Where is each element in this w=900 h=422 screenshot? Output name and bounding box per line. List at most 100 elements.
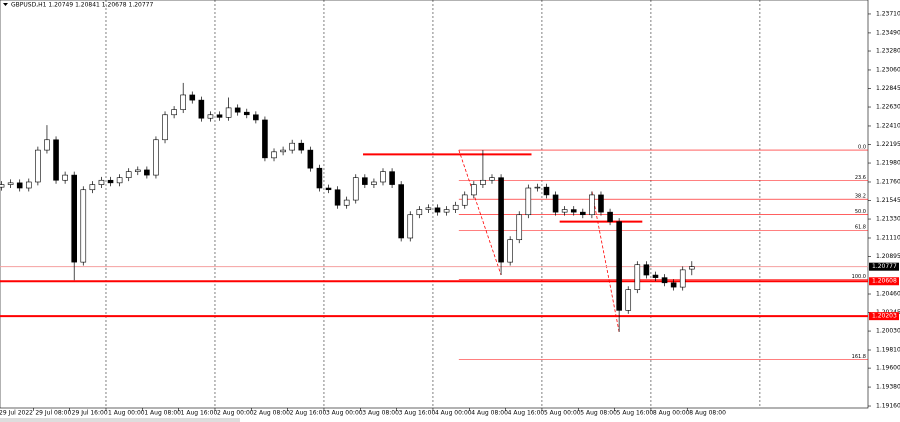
- candle-body: [207, 114, 214, 119]
- candle-body: [416, 209, 423, 216]
- x-tick-label: 2 Aug 08:00: [253, 410, 290, 417]
- price-tag-label: 1.20777: [872, 263, 897, 270]
- candle-body: [225, 107, 232, 118]
- candle-body: [643, 264, 650, 276]
- y-tick-label: 1.21330: [876, 216, 900, 223]
- candle-body: [607, 211, 613, 222]
- candle-body: [543, 186, 550, 196]
- candle-body: [362, 177, 368, 185]
- candle-body: [689, 266, 695, 270]
- x-tick-label: 5 Aug 16:00: [617, 410, 654, 417]
- candle-body: [53, 139, 59, 181]
- y-tick-label: 1.22410: [876, 122, 900, 129]
- x-tick-label: 29 Jul 16:00: [72, 410, 108, 417]
- candle-body: [580, 211, 586, 216]
- candle-body: [35, 149, 41, 183]
- candle-body: [443, 209, 450, 213]
- candle-body: [316, 167, 323, 189]
- candle-body: [398, 184, 404, 239]
- candle-body: [325, 187, 332, 191]
- fib-label: 0.0: [858, 145, 866, 151]
- y-tick-label: 1.20030: [876, 328, 900, 335]
- candle-body: [598, 194, 604, 213]
- x-tick-label: 2 Aug 00:00: [217, 410, 254, 417]
- candle-body: [234, 107, 241, 113]
- y-tick-label: 1.19380: [876, 384, 900, 391]
- candle-body: [452, 204, 459, 210]
- candle-body: [262, 119, 268, 159]
- fib-label: 100.0: [852, 274, 866, 280]
- candle-body: [98, 179, 105, 185]
- candle-body: [198, 99, 205, 119]
- scrollbar: [0, 418, 240, 422]
- candle-body: [71, 174, 78, 263]
- y-tick-label: 1.23710: [876, 10, 900, 17]
- candle-body: [371, 181, 377, 185]
- y-tick-label: 1.22195: [876, 141, 900, 148]
- candle-body: [552, 194, 559, 213]
- candle-body: [425, 207, 432, 210]
- candle-body: [125, 171, 132, 178]
- candle-body: [134, 169, 141, 172]
- y-tick-label: 1.23060: [876, 66, 900, 73]
- candle-body: [243, 111, 250, 116]
- candle-body: [670, 282, 677, 288]
- y-tick-label: 1.21760: [876, 178, 900, 185]
- y-tick-label: 1.20460: [876, 291, 900, 298]
- fib-label: 50.0: [855, 209, 866, 215]
- candle-body: [89, 184, 96, 191]
- candle-body: [253, 114, 259, 121]
- candle-body: [625, 289, 632, 311]
- candle-body: [280, 149, 286, 153]
- candle-body: [461, 194, 468, 206]
- candle-body: [380, 171, 386, 183]
- menu-arrow: [3, 3, 8, 6]
- candle-body: [534, 186, 541, 189]
- x-tick-label: 29 Jul 2022: [0, 410, 33, 417]
- x-tick-label: 2 Aug 16:00: [290, 410, 327, 417]
- candle-body: [80, 189, 87, 263]
- candle-body: [489, 177, 495, 181]
- trend-line: [591, 191, 620, 332]
- candle-body: [216, 114, 223, 118]
- fib-label: 23.6: [855, 175, 866, 181]
- fib-label: 161.8: [852, 354, 866, 360]
- candle-body: [307, 149, 314, 169]
- candle-body: [407, 214, 414, 239]
- x-tick-label: 5 Aug 00:00: [544, 410, 581, 417]
- fib-label: 38.2: [855, 194, 866, 200]
- candle-body: [107, 179, 114, 184]
- candle-body: [561, 209, 568, 213]
- candle-body: [679, 269, 686, 288]
- y-tick-label: 1.22630: [876, 104, 900, 111]
- y-tick-label: 1.23490: [876, 29, 900, 36]
- candle-body: [162, 114, 168, 141]
- candle-body: [516, 214, 523, 241]
- price-tag-label: 1.20203: [872, 313, 897, 320]
- x-tick-label: 5 Aug 08:00: [580, 410, 617, 417]
- candle-body: [616, 221, 622, 311]
- candle-body: [271, 151, 277, 159]
- candle-body: [153, 139, 159, 176]
- fib-label: 61.8: [855, 225, 866, 231]
- candle-body: [480, 179, 486, 185]
- x-tick-label: 3 Aug 08:00: [362, 410, 399, 417]
- candle-body: [171, 109, 177, 116]
- price-tag: [869, 277, 899, 286]
- candle-body: [289, 142, 295, 151]
- candle-body: [62, 174, 68, 181]
- candle-body: [334, 189, 341, 206]
- candle-body: [116, 177, 123, 184]
- candle-body: [634, 264, 641, 290]
- x-tick-label: 8 Aug 08:00: [689, 410, 726, 417]
- candle-body: [25, 181, 32, 189]
- x-tick-label: 4 Aug 16:00: [508, 410, 545, 417]
- x-tick-label: 29 Jul 08:00: [35, 410, 71, 417]
- plot-frame: [0, 0, 869, 409]
- candle-body: [570, 209, 577, 213]
- y-tick-label: 1.19600: [876, 365, 900, 372]
- candle-body: [434, 207, 441, 213]
- candle-body: [471, 184, 477, 196]
- candle-body: [652, 274, 659, 278]
- x-tick-label: 4 Aug 00:00: [435, 410, 472, 417]
